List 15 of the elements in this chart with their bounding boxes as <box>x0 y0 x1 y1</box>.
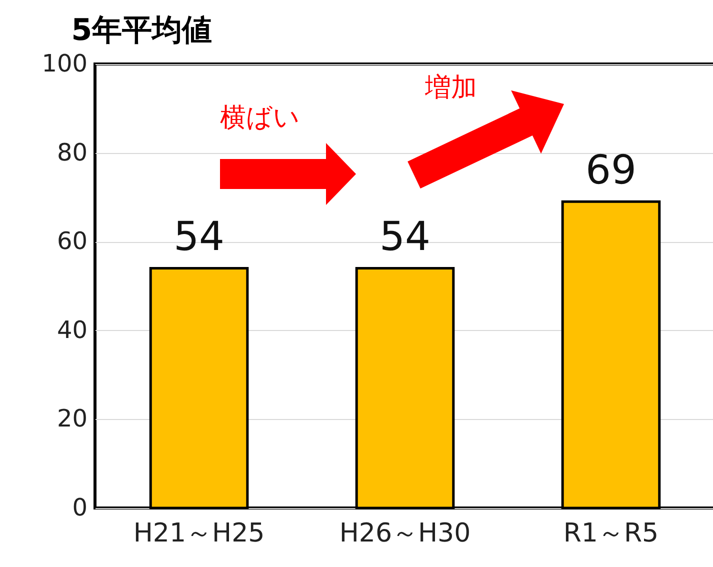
data-label: 69 <box>586 148 636 194</box>
annotation: 増加 <box>425 72 477 105</box>
y-tick-label: 60 <box>56 227 88 256</box>
x-tick-label: H26～H30 <box>339 518 471 548</box>
y-tick-label: 40 <box>56 316 88 344</box>
chart-title: 5年平均値 <box>71 13 212 48</box>
y-tick-label: 100 <box>42 50 88 78</box>
x-tick-label: H21～H25 <box>133 518 265 548</box>
y-tick-label: 20 <box>56 404 88 433</box>
x-tick-label: R1～R5 <box>563 518 659 548</box>
annotation: 横ばい <box>220 102 300 135</box>
data-label: 54 <box>174 214 224 260</box>
data-label: 54 <box>380 214 430 260</box>
y-tick-label: 0 <box>72 494 88 522</box>
y-tick-label: 80 <box>56 138 88 166</box>
